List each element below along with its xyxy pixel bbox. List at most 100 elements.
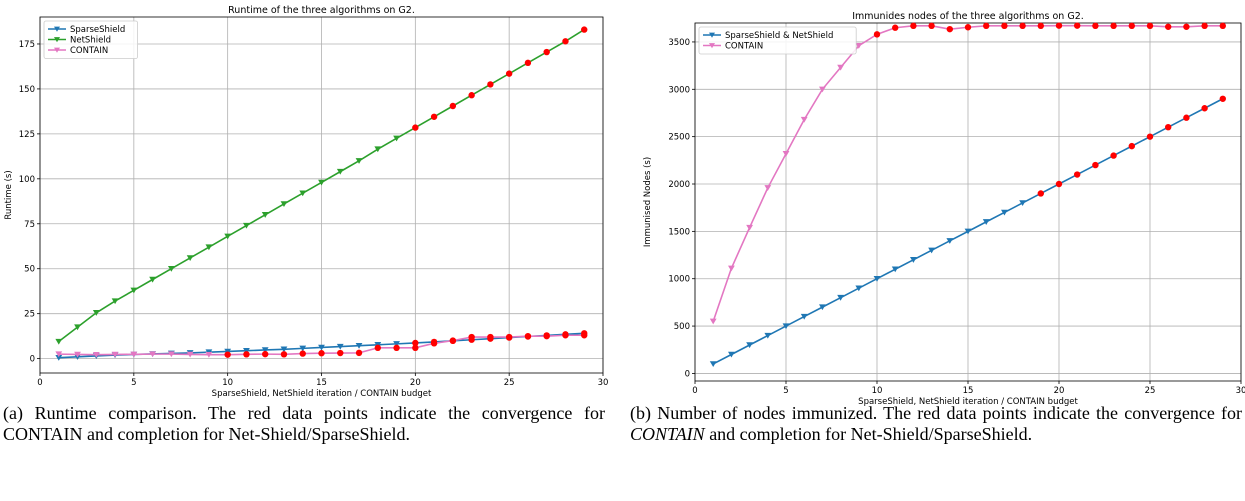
caption-text-end: and completion for Net-Shield/SparseShie… [704,424,1033,444]
data-point [837,64,844,71]
y-tick-label: 75 [24,220,35,230]
convergence-point [243,351,250,358]
legend-box [43,20,138,59]
chart-title: Runtime of the three algorithms on G2. [228,5,415,16]
data-point [167,265,175,272]
convergence-point [1092,22,1099,30]
series-contain [55,332,588,358]
convergence-point [1128,22,1135,30]
x-tick-label: 20 [410,378,421,388]
convergence-point [1001,22,1008,30]
grid [694,23,1242,381]
convergence-point [1183,114,1190,121]
legend-label: CONTAIN [725,42,763,52]
y-tick-label: 0 [685,369,690,379]
immunised-figure: 0 5 10 15 20 25 30 0 500 1000 1500 2000 2500 3000 3500… [630,0,1245,501]
data-point [891,266,899,273]
data-point [355,342,363,349]
data-point [74,351,81,358]
convergence-point [910,22,917,30]
legend-label: NetShield [70,36,111,46]
convergence-point [1165,23,1172,30]
x-tick-label: 0 [692,386,697,396]
convergence-point [983,22,990,30]
legend-label: CONTAIN [70,46,108,56]
convergence-point [562,38,569,45]
data-point [374,146,382,153]
x-tick-label: 30 [598,378,609,388]
x-tick-label: 15 [963,386,974,396]
data-point [336,343,344,350]
convergence-point [1201,22,1208,30]
x-tick-label: 5 [783,386,788,396]
data-point [928,247,935,254]
y-axis-label: Runtime (s) [4,170,14,219]
series-sparseshield-netshield [709,95,1226,368]
runtime-figure: 0 5 10 15 20 25 30 0 25 50 75 100 125 150 175 Runtime o… [0,0,610,501]
data-point [819,86,826,93]
data-point [782,323,790,330]
convergence-point [581,332,588,339]
convergence-point [224,351,231,358]
y-tick-label: 175 [19,40,35,50]
data-point [982,219,990,225]
y-tick-label: 3000 [668,85,690,95]
convergence-point [1128,142,1135,150]
data-point [130,351,138,358]
data-point [92,351,100,358]
data-point [186,255,194,261]
convergence-point [946,25,953,33]
convergence-point [524,59,532,67]
convergence-point [299,350,306,357]
convergence-point [1037,22,1044,30]
y-axis-label: Immunised Nodes (s) [643,157,653,247]
convergence-point [892,24,899,31]
immunised-caption: (b) Number of nodes immunized. The red d… [630,403,1242,445]
data-point [280,201,288,208]
convergence-point [524,332,532,340]
legend-marker [54,37,60,43]
convergence-point [280,351,288,358]
convergence-point [1019,22,1026,30]
series-netshield [55,26,588,345]
data-point [393,341,400,347]
convergence-point [1183,23,1190,30]
convergence-point [1110,22,1117,30]
convergence-point [412,344,419,352]
y-tick-label: 50 [24,265,35,275]
convergence-point [1074,22,1081,29]
data-point [186,351,194,358]
legend-marker [54,26,60,32]
convergence-point [430,113,438,120]
y-tick-label: 100 [19,175,35,185]
y-tick-label: 1500 [668,227,690,237]
y-tick-label: 25 [24,310,35,320]
data-point [167,351,175,358]
convergence-point [543,48,550,56]
data-point [910,257,917,263]
data-point [800,116,808,123]
convergence-point [337,349,344,357]
data-point [764,332,772,339]
data-point [746,224,753,231]
caption-label: (b) [630,403,651,423]
convergence-point [1055,180,1063,188]
data-point [964,228,972,235]
convergence-point [318,350,325,357]
y-tick-label: 125 [19,130,35,140]
convergence-point [1092,161,1099,169]
immunised-chart: 0 5 10 15 20 25 30 0 500 1000 1500 2000 2500 3000 3500… [643,11,1245,407]
legend-label: SparseShield [70,25,125,35]
data-point [336,168,344,175]
data-point [318,344,325,351]
convergence-point [355,349,363,357]
y-tick-label: 3500 [668,38,690,48]
convergence-point [1037,190,1044,197]
convergence-point [1201,105,1208,112]
data-point [393,135,400,142]
data-point [280,346,288,353]
caption-text: Number of nodes immunized. The red data … [657,403,1242,423]
data-point [205,351,213,358]
convergence-point [1165,123,1172,131]
data-point [355,158,363,164]
